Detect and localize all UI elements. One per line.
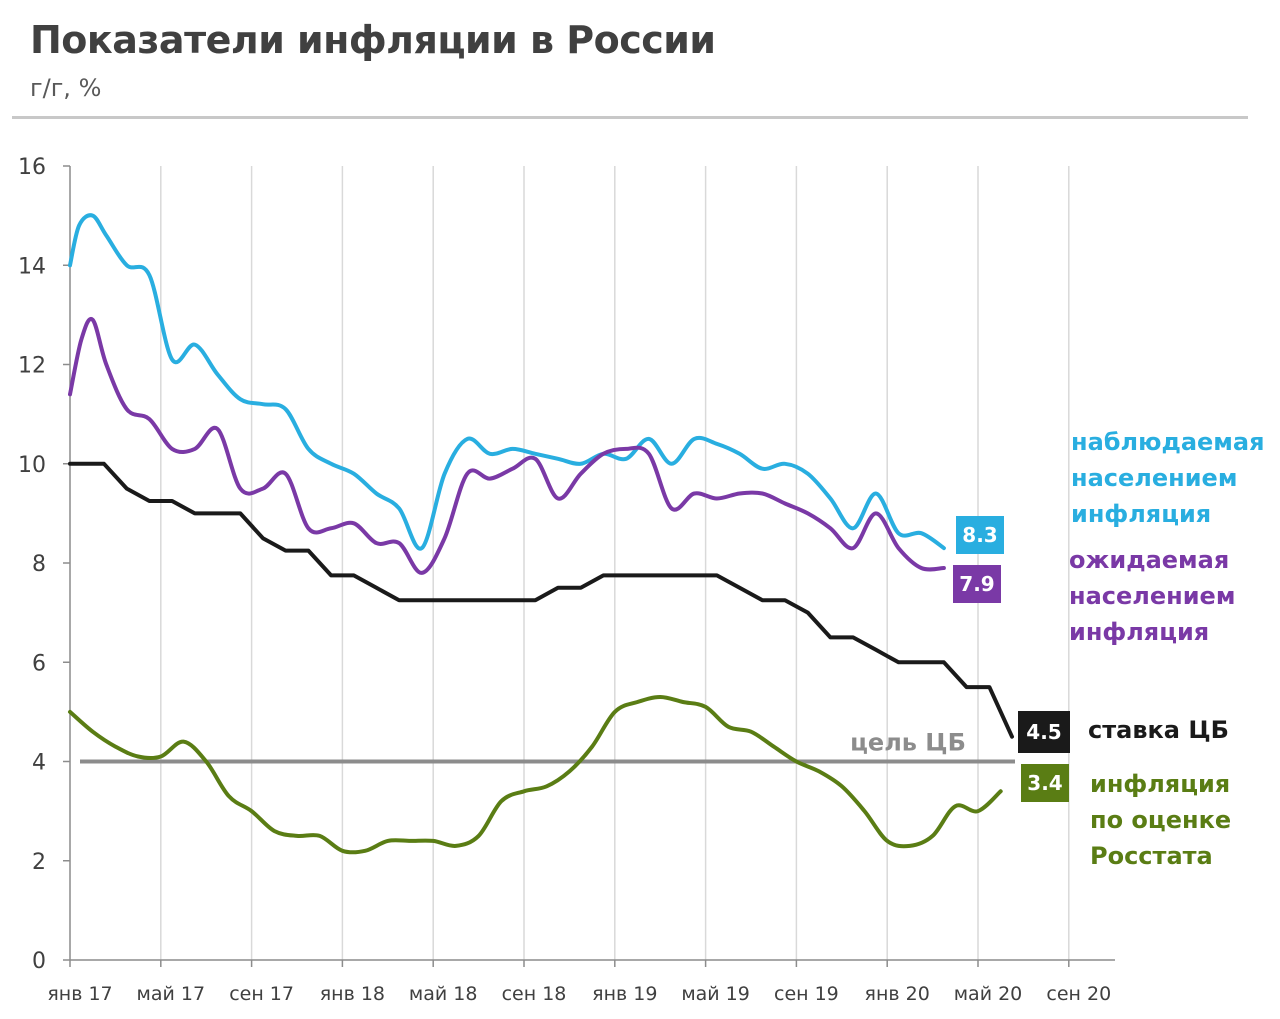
- y-tick-label: 6: [32, 651, 46, 676]
- y-tick-label: 12: [18, 354, 46, 379]
- x-tick-label: май 19: [681, 983, 750, 1005]
- y-tick-label: 0: [32, 949, 46, 974]
- end-value-label-rosstat: 3.4: [1027, 771, 1062, 795]
- x-tick-label: сен 19: [774, 983, 839, 1005]
- series-lines: [68, 213, 1014, 855]
- x-tick-label: янв 20: [865, 983, 930, 1005]
- series-name-rosstat: по оценке: [1090, 806, 1231, 834]
- end-value-badge-key_rate: [1018, 711, 1070, 753]
- y-tick-label: 2: [32, 850, 46, 875]
- y-tick-label: 16: [18, 155, 46, 180]
- series-name-observed: населением: [1071, 464, 1237, 492]
- x-tick-label: янв 18: [320, 983, 385, 1005]
- series-name-expected: инфляция: [1069, 618, 1209, 646]
- series-name-observed: наблюдаемая: [1071, 428, 1265, 456]
- x-tick-label: май 17: [137, 983, 206, 1005]
- series-line-expected: [68, 316, 946, 575]
- series-labels: 8.3 наблюдаемая населением инфляция 7.9 ожида…: [953, 428, 1265, 870]
- series-name-expected: ожидаемая: [1069, 546, 1229, 574]
- series-name-key_rate: ставка ЦБ: [1088, 716, 1229, 744]
- series-line-key_rate: [68, 461, 1014, 739]
- series-name-rosstat: Росстата: [1090, 842, 1213, 870]
- y-tick-label: 8: [32, 552, 46, 577]
- chart-axes: янв 17 май 17 сен 17 янв 18 май 18 сен 18 янв …: [18, 155, 1115, 1005]
- x-tick-label: сен 17: [229, 983, 294, 1005]
- end-value-badge-expected: [953, 565, 1001, 603]
- end-value-badge-rosstat: [1021, 764, 1069, 802]
- chart-grid: [160, 166, 1070, 960]
- end-value-label-observed: 8.3: [962, 523, 997, 547]
- x-tick-label: сен 18: [502, 983, 567, 1005]
- page-title: Показатели инфляции в России: [30, 18, 716, 62]
- series-name-observed: инфляция: [1071, 500, 1211, 528]
- x-tick-label: янв 19: [592, 983, 657, 1005]
- target-label: цель ЦБ: [850, 729, 966, 757]
- y-tick-label: 14: [18, 254, 46, 279]
- end-value-label-expected: 7.9: [959, 572, 994, 596]
- x-tick-label: май 20: [954, 983, 1023, 1005]
- x-tick-label: сен 20: [1046, 983, 1111, 1005]
- title-divider: [12, 116, 1248, 119]
- y-tick-label: 10: [18, 453, 46, 478]
- end-value-badge-observed: [956, 516, 1004, 554]
- target-line-group: цель ЦБ: [80, 729, 1015, 764]
- chart-subtitle: г/г, %: [30, 74, 102, 102]
- series-name-expected: населением: [1069, 582, 1235, 610]
- x-tick-label: май 18: [409, 983, 478, 1005]
- y-tick-label: 4: [32, 751, 46, 776]
- x-tick-label: янв 17: [47, 983, 112, 1005]
- series-name-rosstat: инфляция: [1090, 770, 1230, 798]
- end-value-label-key_rate: 4.5: [1026, 720, 1061, 744]
- series-line-observed: [68, 213, 946, 551]
- series-line-rosstat: [68, 695, 1003, 855]
